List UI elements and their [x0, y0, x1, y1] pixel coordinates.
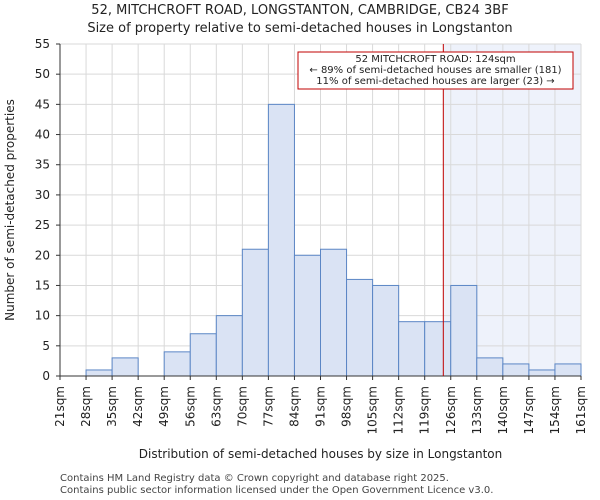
x-tick-label: 35sqm: [105, 386, 119, 427]
x-tick-label: 28sqm: [79, 386, 93, 427]
footer-copyright: Contains HM Land Registry data © Crown c…: [60, 473, 449, 484]
y-tick-label: 40: [35, 128, 50, 142]
x-tick-label: 161sqm: [574, 386, 588, 434]
histogram-bar: [528, 369, 556, 377]
x-tick-label: 49sqm: [157, 386, 171, 427]
histogram-bar: [267, 103, 295, 377]
x-tick-label: 63sqm: [209, 386, 223, 427]
histogram-bar: [424, 321, 452, 377]
x-tick-label: 154sqm: [548, 386, 562, 434]
y-axis-label: Number of semi-detached properties: [3, 99, 17, 321]
annotation-line-2: ← 89% of semi-detached houses are smalle…: [309, 65, 561, 76]
x-tick-label: 21sqm: [53, 386, 67, 427]
x-tick-label: 119sqm: [418, 386, 432, 434]
chart-subtitle: Size of property relative to semi-detach…: [87, 21, 513, 36]
annotation-box: [297, 51, 574, 90]
chart-title-address: 52, MITCHCROFT ROAD, LONGSTANTON, CAMBRI…: [91, 3, 509, 18]
annotation-line-1: 52 MITCHCROFT ROAD: 124sqm: [355, 54, 515, 65]
y-tick-label: 55: [35, 37, 50, 51]
histogram-bar: [189, 333, 217, 377]
y-tick-label: 50: [35, 67, 50, 81]
x-tick-label: 126sqm: [444, 386, 458, 434]
y-tick-label: 0: [42, 369, 50, 383]
footer-licence: Contains public sector information licen…: [60, 485, 494, 496]
x-tick-label: 112sqm: [392, 386, 406, 434]
x-tick-label: 56sqm: [183, 386, 197, 427]
histogram-bar: [241, 248, 269, 377]
histogram-bar: [554, 363, 582, 377]
histogram-bar: [111, 357, 139, 377]
y-tick-label: 5: [42, 339, 50, 353]
y-tick-label: 15: [35, 278, 50, 292]
histogram-bar: [502, 363, 530, 377]
histogram-bar: [398, 321, 426, 377]
annotation-line-3: 11% of semi-detached houses are larger (…: [316, 76, 554, 87]
histogram-bar: [346, 278, 374, 377]
x-tick-label: 133sqm: [470, 386, 484, 434]
histogram-bar: [215, 315, 243, 377]
y-tick-label: 45: [35, 97, 50, 111]
histogram-bar: [372, 284, 400, 377]
x-tick-label: 77sqm: [261, 386, 275, 427]
histogram-bar: [476, 357, 504, 377]
histogram-bar: [450, 284, 478, 377]
x-tick-label: 147sqm: [522, 386, 536, 434]
histogram-bar: [85, 369, 113, 377]
y-tick-label: 30: [35, 188, 50, 202]
x-tick-label: 140sqm: [496, 386, 510, 434]
x-tick-label: 91sqm: [314, 386, 328, 427]
x-axis-label: Distribution of semi-detached houses by …: [139, 447, 503, 461]
y-tick-label: 20: [35, 248, 50, 262]
histogram-bar: [163, 351, 191, 377]
histogram-bar: [293, 254, 322, 377]
y-tick-label: 25: [35, 218, 50, 232]
x-tick-label: 42sqm: [131, 386, 145, 427]
x-tick-label: 105sqm: [366, 386, 380, 434]
histogram-bar: [320, 248, 348, 377]
x-tick-label: 70sqm: [235, 386, 249, 427]
y-tick-label: 35: [35, 158, 50, 172]
x-tick-label: 84sqm: [287, 386, 301, 427]
y-tick-label: 10: [35, 309, 50, 323]
x-tick-label: 98sqm: [340, 386, 354, 427]
